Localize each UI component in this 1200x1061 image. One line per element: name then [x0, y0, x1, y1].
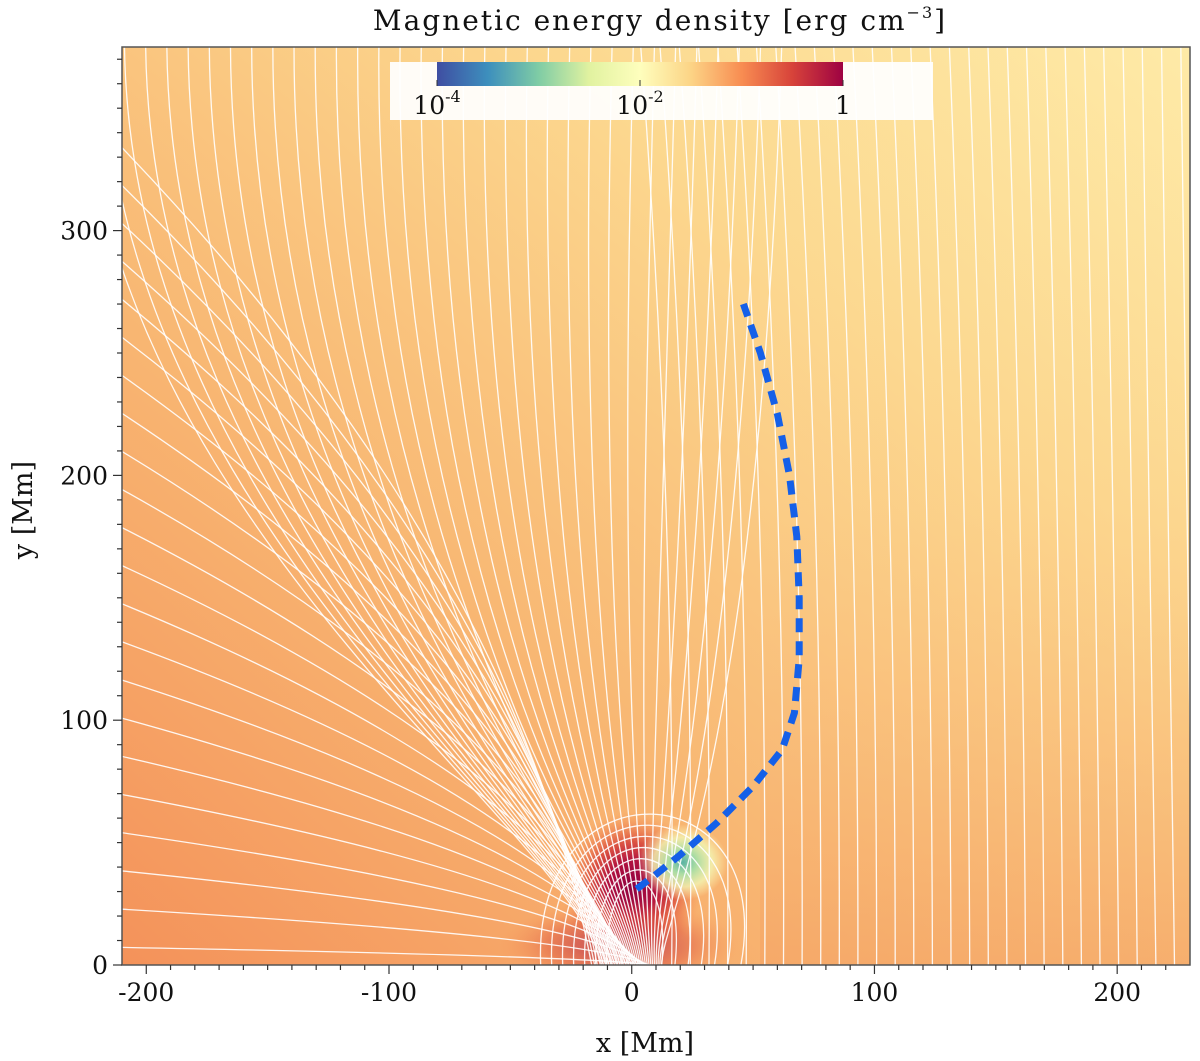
streamline: [948, 47, 971, 965]
streamline: [661, 47, 783, 965]
streamline: [736, 47, 766, 965]
streamline: [399, 47, 630, 965]
streamline-loop: [606, 880, 664, 965]
y-axis: 0 100 200 300: [60, 58, 122, 980]
streamline-loop: [573, 846, 705, 965]
streamline: [122, 603, 627, 965]
y-tick-label: 300: [60, 217, 108, 246]
x-tick-label: 200: [1093, 978, 1141, 1007]
streamline: [314, 47, 623, 965]
streamline: [357, 47, 627, 965]
streamline: [525, 47, 641, 965]
streamline: [643, 47, 656, 965]
colorbar-tick-label: 10-4: [413, 87, 460, 120]
streamline: [378, 47, 628, 965]
plot-area: [122, 47, 1190, 965]
x-tick-label: 0: [624, 978, 640, 1007]
streamline: [655, 47, 719, 965]
streamline: [122, 946, 652, 965]
chart-title-main: Magnetic energy density [erg cm: [373, 4, 907, 37]
chart-title: Magnetic energy density [erg cm−3]: [373, 3, 947, 37]
colorbar-tick-label: 1: [835, 91, 851, 120]
streamline: [441, 47, 634, 965]
streamline: [1122, 47, 1138, 965]
streamline: [717, 47, 748, 965]
streamline: [122, 793, 641, 965]
streamline: [504, 47, 639, 965]
streamline: [335, 47, 625, 965]
streamline: [890, 47, 915, 965]
streamline: [650, 47, 677, 965]
y-tick-label: 100: [60, 706, 108, 735]
streamline-loop: [584, 858, 691, 965]
colorbar-ticks: 10-4 10-2 1: [413, 80, 851, 120]
x-axis: -200 -100 0 100 200: [118, 965, 1167, 1007]
streamline: [640, 47, 673, 965]
y-tick-label: 0: [92, 951, 108, 980]
streamline: [627, 47, 650, 965]
streamline: [122, 832, 644, 965]
streamline: [1083, 47, 1101, 965]
chart-title-suffix: ]: [934, 4, 947, 37]
heatmap-right-shade: [760, 47, 1190, 965]
chart-title-exponent: −3: [907, 3, 935, 22]
streamline: [1180, 47, 1190, 766]
streamline: [587, 47, 647, 965]
streamline: [122, 679, 633, 965]
x-tick-label: -200: [118, 978, 174, 1007]
streamline: [852, 47, 878, 965]
colorbar: 10-4 10-2 1: [390, 62, 933, 120]
streamline: [145, 47, 608, 965]
streamline-loop: [595, 869, 677, 965]
streamline: [910, 47, 934, 965]
x-tick-label: 100: [851, 978, 899, 1007]
streamline: [166, 47, 610, 965]
streamline: [187, 47, 612, 965]
streamline: [122, 908, 650, 965]
x-tick-label: -100: [361, 978, 417, 1007]
streamline: [871, 47, 896, 965]
streamline: [813, 47, 840, 965]
colorbar-tick-label: 10-2: [616, 87, 663, 120]
streamline: [968, 47, 989, 965]
streamline: [653, 47, 698, 965]
streamline: [1102, 47, 1120, 965]
streamline-loop: [551, 824, 732, 965]
streamline: [1025, 47, 1045, 965]
streamline: [1064, 47, 1083, 965]
y-tick-label: 200: [60, 461, 108, 490]
streamline: [987, 47, 1008, 965]
streamline: [124, 47, 607, 965]
streamline: [755, 47, 785, 965]
streamline: [1006, 47, 1027, 965]
streamline: [122, 870, 647, 965]
streamline: [420, 47, 632, 965]
streamline: [546, 47, 643, 965]
streamline: [567, 47, 645, 965]
streamline: [122, 641, 630, 965]
streamline: [483, 47, 637, 965]
streamline: [832, 47, 859, 965]
streamline: [1160, 47, 1176, 965]
streamlines: [122, 47, 1190, 965]
dashed-trajectory: [634, 302, 803, 892]
streamline: [659, 47, 692, 965]
streamline-loop: [540, 813, 746, 965]
streamline: [607, 47, 648, 965]
streamline: [794, 47, 822, 965]
streamline: [462, 47, 636, 965]
streamline: [697, 47, 729, 965]
y-axis-label: y [Mm]: [8, 461, 39, 560]
x-axis-label: x [Mm]: [596, 1028, 694, 1059]
streamline: [1045, 47, 1064, 965]
streamline-loop: [562, 835, 718, 965]
streamline: [929, 47, 952, 965]
streamline: [122, 755, 638, 965]
